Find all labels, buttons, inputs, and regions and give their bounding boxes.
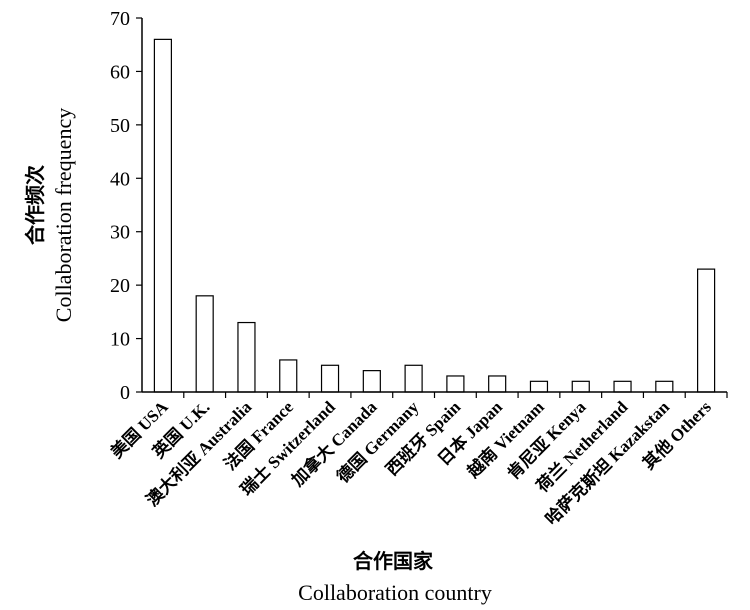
bar — [488, 375, 507, 393]
y-axis-label-english: Collaboration frequency — [51, 108, 76, 322]
x-axis-label-english: Collaboration country — [298, 580, 492, 605]
y-tick-label: 50 — [110, 115, 130, 137]
x-axis-label-chinese: 合作国家 — [353, 549, 434, 573]
y-axis-label-chinese: 合作频次 — [23, 165, 47, 245]
bar — [571, 380, 590, 393]
bar — [279, 359, 298, 393]
bars-group — [153, 38, 716, 393]
bar — [320, 364, 340, 393]
bar — [697, 268, 716, 393]
bar — [613, 380, 632, 393]
y-tick-label: 0 — [120, 382, 130, 404]
bar — [404, 364, 423, 393]
bar — [195, 295, 214, 393]
bar — [529, 380, 549, 393]
bar — [237, 321, 256, 393]
y-tick-label: 60 — [110, 61, 130, 83]
y-tick-label: 40 — [110, 168, 130, 190]
y-tick-label: 30 — [110, 222, 130, 244]
y-ticks-group: 0 10 20 30 40 50 60 70 — [110, 8, 142, 404]
bar — [153, 38, 172, 393]
bar — [446, 375, 465, 393]
bar — [362, 370, 381, 393]
y-tick-label: 20 — [110, 275, 130, 297]
y-tick-label: 70 — [110, 8, 130, 30]
bar — [655, 380, 674, 393]
y-tick-label: 10 — [110, 329, 130, 351]
